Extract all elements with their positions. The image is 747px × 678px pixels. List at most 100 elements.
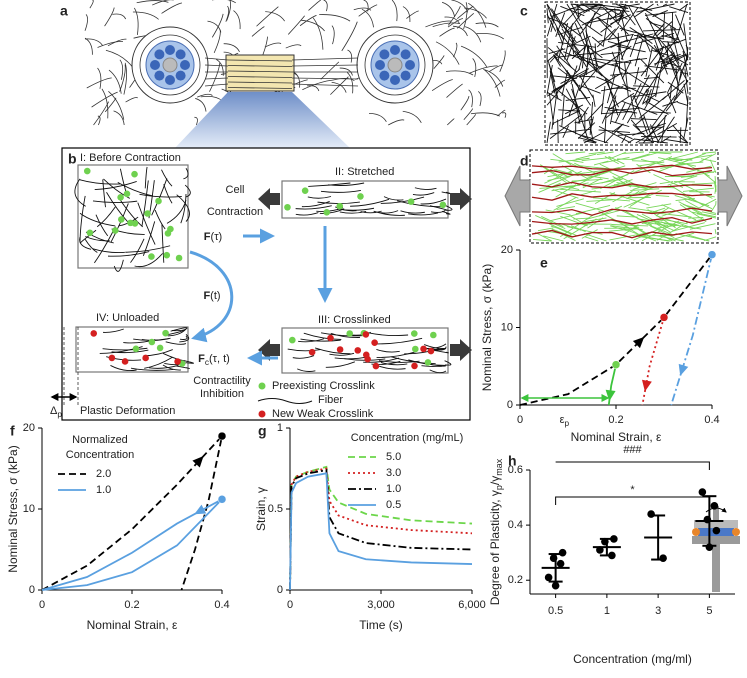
fiber [535, 215, 566, 230]
fiber [575, 153, 597, 160]
data-line [670, 254, 713, 406]
fiber [567, 35, 591, 48]
fiber [629, 58, 648, 62]
fiber [119, 59, 124, 80]
x-axis-label: Nominal Strain, ε [87, 618, 178, 632]
nucleus [175, 70, 186, 81]
data-point [549, 554, 558, 562]
data-point [698, 488, 707, 496]
fiber [678, 201, 700, 214]
fiber [561, 23, 577, 43]
x-tick-label: 3 [655, 605, 661, 617]
fiber [616, 131, 633, 140]
legend-label: 5.0 [386, 451, 401, 463]
fiber [633, 3, 654, 18]
fiber [341, 21, 358, 52]
fiber [585, 209, 621, 220]
fiber [610, 71, 647, 76]
fiber [226, 0, 231, 21]
fiber [211, 13, 224, 38]
fiber [601, 85, 620, 124]
pull-arrow [504, 165, 531, 227]
legend-label: 3.0 [386, 467, 401, 479]
fiber [312, 17, 324, 50]
fiber [628, 207, 658, 213]
fiber [84, 38, 103, 46]
fiber [588, 151, 605, 155]
fiber [553, 197, 577, 211]
fiber [227, 70, 293, 73]
crosslink [362, 351, 370, 359]
fiber [581, 85, 601, 94]
fiber [543, 235, 564, 242]
nucleus [400, 70, 411, 81]
fiber [556, 198, 584, 207]
fiber [600, 170, 635, 190]
fiber [346, 72, 354, 94]
fiber [603, 114, 607, 144]
fiber [106, 191, 129, 223]
fiber [307, 196, 332, 199]
fiber [358, 4, 378, 17]
fiber [611, 123, 624, 133]
fiber [376, 348, 400, 353]
fiber [421, 364, 447, 368]
fiber [463, 108, 474, 120]
fiber [549, 14, 565, 41]
fiber [600, 14, 625, 33]
crosslink [372, 362, 380, 370]
fiber [331, 25, 335, 45]
fiber [204, 77, 229, 80]
fiber [676, 3, 688, 40]
rheometer-icon [692, 506, 740, 592]
fiber [323, 0, 328, 12]
shift-label: Δp [50, 405, 62, 419]
fiber [578, 19, 603, 37]
fiber [74, 178, 86, 207]
significance-bracket [555, 496, 710, 505]
fiber [531, 164, 713, 170]
fiber [606, 74, 616, 104]
fiber [643, 76, 659, 80]
fiber [617, 39, 624, 61]
crosslink [117, 216, 125, 223]
fiber [662, 12, 666, 40]
fiber [176, 194, 190, 222]
fiber [204, 83, 229, 87]
fiber [591, 36, 603, 47]
legend-label: Preexisting Crosslink [272, 380, 375, 392]
fiber [565, 96, 591, 101]
fiber [84, 37, 93, 55]
fiber [319, 14, 351, 22]
fiber [684, 68, 689, 94]
fiber [686, 163, 710, 177]
stage-label: IV: Unloaded [96, 312, 159, 324]
fiber [653, 38, 687, 52]
text-segment: p [494, 485, 504, 490]
fiber [546, 13, 557, 32]
data-point [601, 537, 609, 546]
fiber [130, 367, 174, 371]
fiber [653, 207, 666, 213]
fiber [144, 356, 173, 369]
fiber [663, 222, 702, 230]
fiber [404, 348, 440, 355]
zoom-beam [175, 92, 350, 148]
fiber [649, 124, 660, 144]
fiber [593, 160, 609, 166]
crosslink [117, 194, 124, 201]
fiber [660, 53, 687, 65]
data-point [647, 510, 655, 518]
fiber [596, 28, 616, 48]
text-segment: max [494, 458, 504, 476]
fiber [662, 100, 679, 107]
fiber [306, 85, 320, 92]
x-tick-label: 0 [287, 599, 293, 611]
fiber [112, 13, 127, 20]
legend-title: Concentration (mg/mL) [351, 432, 464, 444]
fiber [547, 61, 559, 100]
fiber [167, 328, 187, 337]
fiber [402, 110, 422, 123]
fiber [636, 214, 676, 232]
panel-label: f [10, 423, 15, 439]
